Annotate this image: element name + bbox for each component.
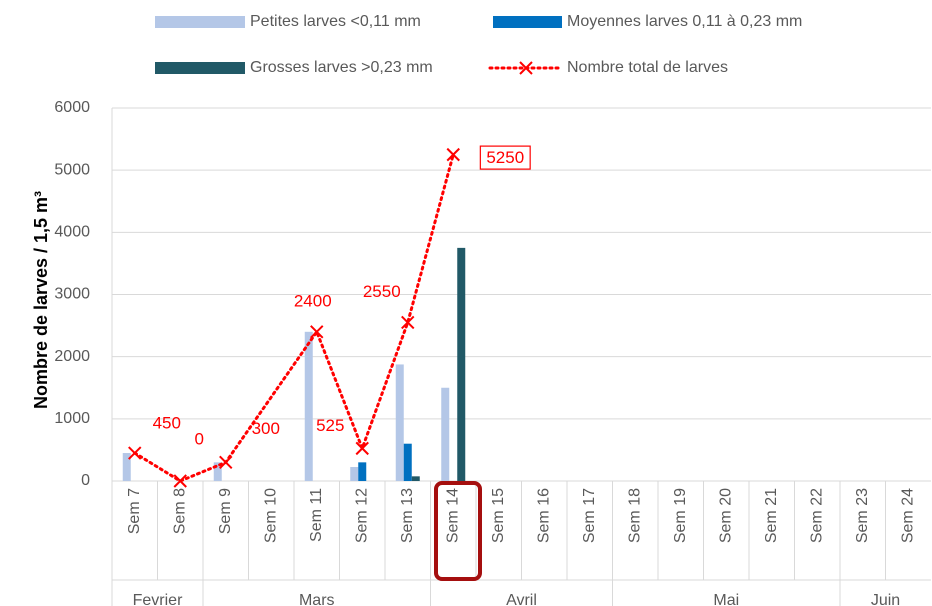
- line-marker: [401, 315, 415, 330]
- x-tick-label: Sem 14: [444, 488, 461, 543]
- x-tick-label: Sem 18: [626, 488, 643, 543]
- data-label: 0: [195, 429, 204, 448]
- data-label: 2400: [294, 291, 332, 310]
- x-tick-label: Sem 23: [854, 488, 871, 543]
- x-tick-label: Sem 11: [308, 488, 325, 542]
- bar: [441, 387, 450, 481]
- bar: [122, 453, 131, 481]
- legend-label: Moyennes larves 0,11 à 0,23 mm: [567, 13, 802, 30]
- bar: [403, 443, 412, 481]
- x-tick-label: Sem 17: [581, 488, 598, 543]
- y-axis-label: Nombre de larves / 1,5 m³: [31, 191, 51, 409]
- x-tick-label: Sem 16: [535, 488, 552, 543]
- group-label: Mai: [713, 592, 739, 606]
- x-tick-label: Sem 10: [262, 488, 279, 543]
- x-tick-label: Sem 13: [399, 488, 416, 543]
- x-tick-label: Sem 19: [672, 488, 689, 543]
- legend-swatch: [493, 16, 562, 28]
- y-tick-label: 0: [81, 472, 90, 489]
- y-tick-label: 2000: [54, 348, 90, 365]
- group-label: Avril: [506, 592, 537, 606]
- line-marker: [219, 455, 233, 470]
- x-tick-label: Sem 21: [763, 488, 780, 543]
- line-marker: [128, 446, 142, 460]
- bar: [358, 462, 367, 481]
- bar: [350, 467, 359, 481]
- legend-label: Petites larves <0,11 mm: [250, 13, 421, 30]
- legend-swatch: [155, 16, 245, 28]
- x-tick-label: Sem 22: [808, 488, 825, 543]
- line-marker: [310, 325, 324, 339]
- legend-label: Grosses larves >0,23 mm: [250, 59, 433, 76]
- y-tick-label: 3000: [54, 286, 90, 303]
- bar: [457, 247, 466, 481]
- bar: [304, 331, 313, 481]
- x-tick-label: Sem 8: [171, 488, 188, 534]
- x-tick-label: Sem 24: [899, 488, 916, 543]
- data-label-box: [479, 145, 531, 170]
- bar: [213, 462, 222, 481]
- x-tick-label: Sem 20: [717, 488, 734, 543]
- bar: [395, 364, 404, 481]
- data-label: 2550: [363, 282, 401, 301]
- line-marker: [446, 147, 460, 162]
- line-marker: [173, 474, 187, 488]
- legend-swatch: [155, 62, 245, 74]
- y-tick-label: 5000: [54, 161, 90, 178]
- x-tick-label: Sem 15: [490, 488, 507, 543]
- bar: [411, 476, 420, 481]
- total-line: [133, 153, 455, 483]
- group-label: Fevrier: [133, 592, 183, 606]
- data-label: 525: [316, 416, 344, 435]
- legend-marker: [519, 61, 533, 75]
- highlight-box: [434, 481, 482, 581]
- y-tick-label: 4000: [54, 224, 90, 241]
- data-label: 450: [153, 414, 181, 433]
- x-tick-label: Sem 12: [353, 488, 370, 543]
- group-label: Mars: [299, 592, 335, 606]
- y-tick-label: 1000: [54, 410, 90, 427]
- group-label: Juin: [871, 592, 900, 606]
- legend-label: Nombre total de larves: [567, 59, 728, 76]
- x-tick-label: Sem 9: [217, 488, 234, 534]
- line-marker: [355, 441, 369, 456]
- y-tick-label: 6000: [54, 99, 90, 116]
- data-label: 300: [252, 419, 280, 438]
- x-tick-label: Sem 7: [126, 488, 143, 534]
- data-label: 5250: [486, 148, 524, 167]
